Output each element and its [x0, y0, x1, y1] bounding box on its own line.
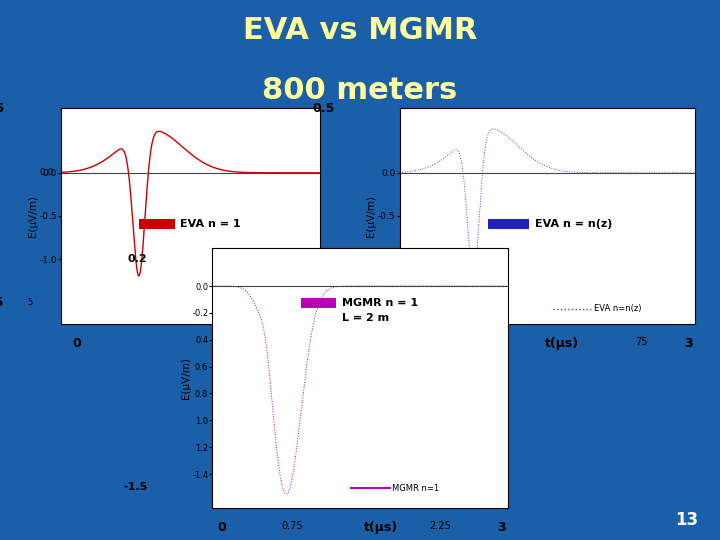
Text: L = 2 m: L = 2 m [342, 313, 390, 323]
Text: 0: 0 [73, 337, 81, 350]
Text: 5: 5 [27, 298, 32, 307]
Text: EVA n=n(z): EVA n=n(z) [595, 305, 642, 313]
Text: 0.5: 0.5 [312, 102, 335, 114]
Text: -1.5: -1.5 [307, 296, 335, 309]
Text: EVA n = 1: EVA n = 1 [181, 219, 241, 228]
Text: t(μs): t(μs) [364, 521, 397, 534]
Bar [139, 219, 175, 229]
Text: EVA vs MGMR: EVA vs MGMR [243, 16, 477, 45]
Text: 0.0: 0.0 [39, 168, 53, 177]
Text: 13: 13 [675, 511, 698, 529]
Text: t(μs): t(μs) [545, 337, 579, 350]
Text: -1.5: -1.5 [0, 296, 4, 309]
Text: 0: 0 [217, 521, 225, 534]
Text: EVA n = n(z): EVA n = n(z) [536, 219, 613, 228]
Y-axis label: E(μV/m): E(μV/m) [366, 195, 377, 237]
Point [254, 273, 263, 279]
Point [446, 164, 455, 170]
Text: 0.5: 0.5 [0, 102, 4, 114]
Text: 800 meters: 800 meters [262, 76, 458, 105]
Text: 3: 3 [498, 521, 506, 534]
Bar [488, 219, 529, 229]
Text: 75: 75 [636, 337, 648, 347]
Bar [301, 298, 336, 308]
Text: -1.5: -1.5 [123, 482, 148, 492]
Text: 0.75: 0.75 [282, 521, 303, 531]
Point [459, 164, 468, 170]
Text: MGMR n = 1: MGMR n = 1 [342, 298, 418, 308]
Text: 0: 0 [401, 337, 410, 350]
Y-axis label: E(μV/m): E(μV/m) [181, 357, 191, 399]
Point [267, 273, 276, 279]
Text: t(μs): t(μs) [231, 337, 265, 350]
Text: MGMR n=1: MGMR n=1 [392, 484, 440, 492]
Text: 2.25: 2.25 [429, 521, 451, 531]
Text: 0.2: 0.2 [128, 254, 148, 264]
Text: 3: 3 [685, 337, 693, 350]
Y-axis label: E(μV/m): E(μV/m) [28, 195, 38, 237]
